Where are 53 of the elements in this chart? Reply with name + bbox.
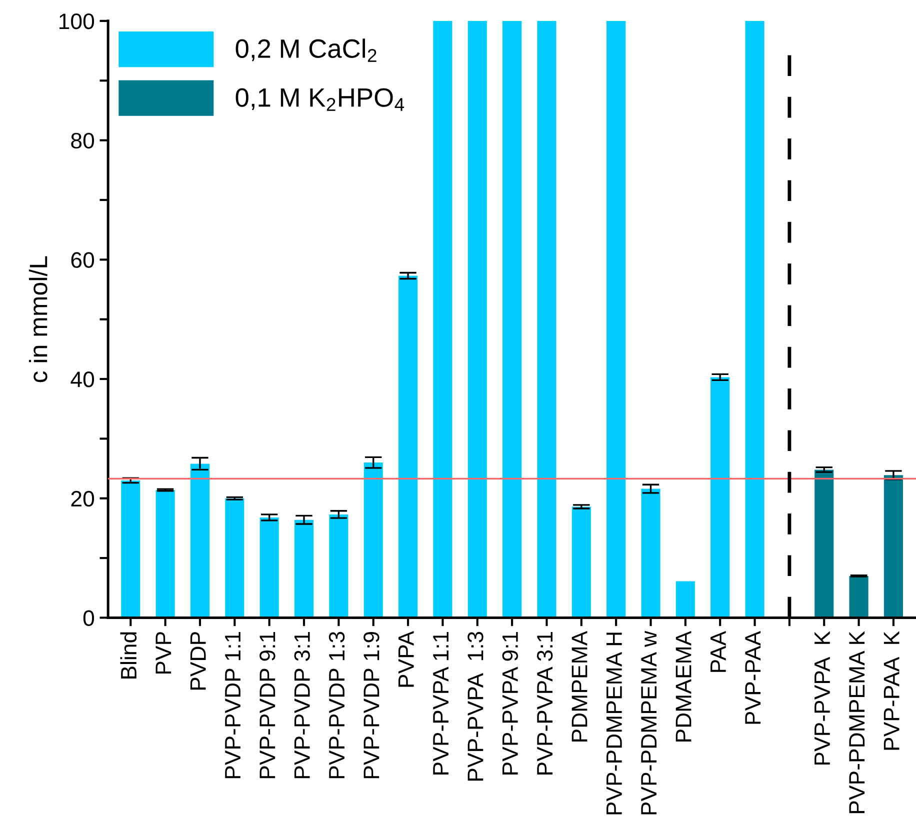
x-tick-label: PVP-PVDP 9:1 bbox=[260, 632, 276, 778]
y-tick-label: 60 bbox=[71, 252, 94, 268]
bar bbox=[502, 20, 522, 618]
legend-label: 0,1 M K$_{2}$HPO$_{4}$ bbox=[236, 88, 404, 111]
bar bbox=[641, 488, 660, 618]
bar bbox=[190, 464, 210, 618]
bar bbox=[260, 517, 279, 618]
x-tick-label: PVP-PVDP 1:1 bbox=[225, 632, 240, 778]
x-tick-label: PVP-PVPA 3:1 bbox=[536, 632, 553, 774]
y-tick-label: 40 bbox=[70, 372, 94, 388]
y-tick-label: 0 bbox=[83, 610, 94, 626]
y-tick-label: 80 bbox=[71, 132, 94, 149]
bar bbox=[884, 475, 903, 618]
x-tick-label: PAA bbox=[710, 630, 726, 672]
x-tick-label: PVP-PDMPEMA w bbox=[641, 630, 656, 814]
bar bbox=[468, 20, 487, 618]
bar bbox=[710, 377, 730, 618]
x-tick-label: PVP-PAA K bbox=[884, 631, 900, 750]
x-tick-label: PVP-PVPA 9:1 bbox=[502, 632, 518, 774]
bar bbox=[225, 498, 244, 618]
x-tick-label: PVP-PDMPEMA H bbox=[606, 632, 622, 814]
bar bbox=[676, 581, 695, 618]
y-tick-label: 20 bbox=[71, 490, 94, 507]
x-tick-label: PVP-PVPA 1:3 bbox=[468, 632, 484, 781]
x-tick-label: PVP bbox=[156, 632, 172, 674]
x-tick-label: Blind bbox=[120, 632, 137, 678]
bar bbox=[849, 576, 868, 618]
bar bbox=[364, 462, 383, 618]
x-tick-label: PVP-PVDP 1:3 bbox=[328, 632, 345, 778]
x-tick-label: PVP-PVDP 1:9 bbox=[364, 632, 380, 778]
x-tick-label: PVP-PVPA K bbox=[814, 631, 830, 765]
bar bbox=[398, 276, 418, 618]
bar bbox=[329, 514, 348, 618]
legend-label: 0,2 M CaCl$_{2}$ bbox=[236, 38, 376, 62]
bar bbox=[572, 506, 591, 618]
x-tick-label: PDMPEMA bbox=[572, 630, 588, 742]
y-axis-title: c in mmol/L bbox=[28, 256, 48, 382]
bar bbox=[537, 20, 556, 618]
bar bbox=[433, 20, 452, 618]
x-tick-label: PVPA bbox=[398, 630, 414, 687]
bar bbox=[814, 470, 834, 618]
bar bbox=[121, 480, 140, 618]
x-tick-label: PVDP bbox=[190, 632, 206, 690]
bar bbox=[606, 20, 626, 618]
bar bbox=[745, 20, 764, 618]
x-tick-label: PVP-PDMPEMA K bbox=[849, 631, 865, 814]
x-tick-label: PVP-PVPA 1:1 bbox=[433, 632, 448, 774]
y-tick-label: 100 bbox=[60, 13, 94, 30]
x-tick-label: PVP-PAA bbox=[745, 630, 761, 724]
x-tick-label: PVP-PVDP 3:1 bbox=[294, 632, 310, 778]
bar bbox=[156, 490, 175, 618]
x-tick-label: PDMAEMA bbox=[676, 630, 692, 742]
bar bbox=[294, 520, 314, 618]
